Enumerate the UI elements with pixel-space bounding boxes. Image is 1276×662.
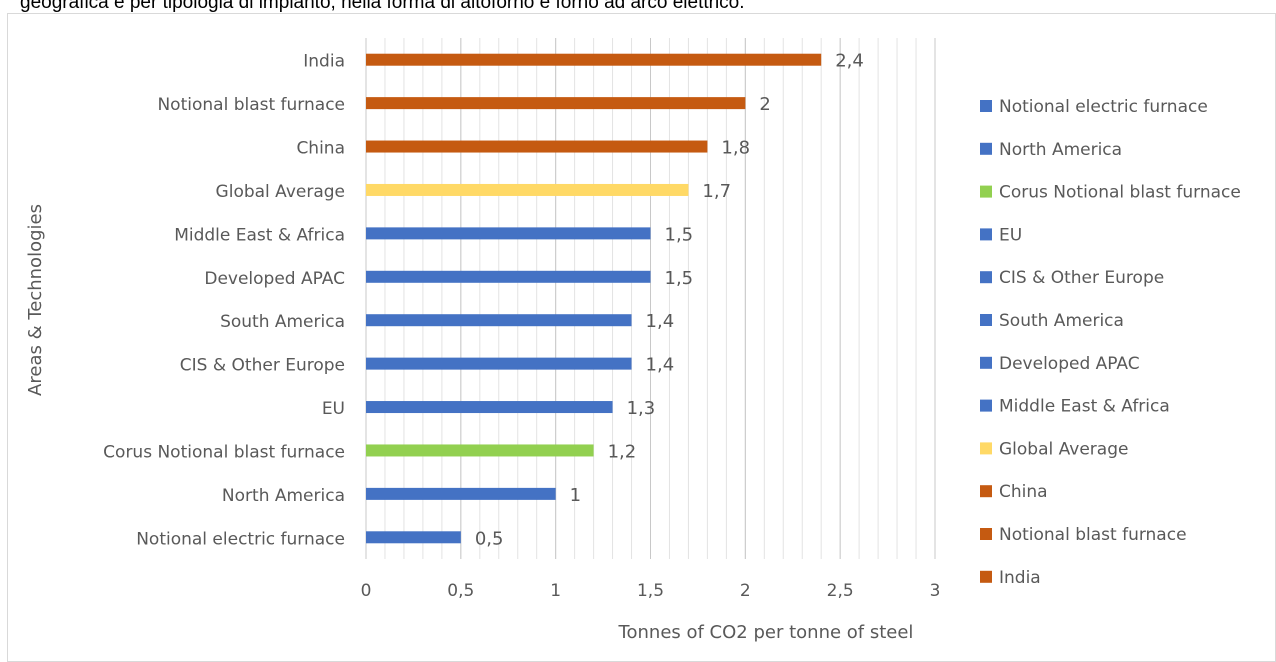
category-label: EU: [322, 399, 345, 419]
legend-swatch: [980, 442, 992, 455]
tick-label: 0: [361, 581, 372, 601]
legend-label: Notional electric furnace: [999, 97, 1208, 117]
tick-label: 3: [930, 581, 941, 601]
data-label: 2,4: [835, 51, 864, 72]
data-labels: 0,5 1 1,2 1,3 1,4 1,4 1,5 1,5 1,7 1,8 2 2,4: [475, 51, 864, 550]
data-label: 1,3: [627, 398, 656, 419]
legend-swatch: [980, 185, 992, 198]
data-label: 2: [759, 94, 770, 115]
legend-label: Notional blast furnace: [999, 525, 1187, 545]
x-axis-title: Tonnes of CO2 per tonne of steel: [618, 622, 914, 643]
y-axis-title: Areas & Technologies: [25, 204, 46, 396]
bar: [366, 444, 594, 457]
data-label: 1,2: [608, 441, 637, 462]
legend: Notional electric furnace North America Co…: [980, 97, 1241, 588]
category-label: China: [296, 139, 345, 159]
bar: [366, 487, 556, 500]
major-gridlines: [365, 38, 936, 559]
legend-swatch: [980, 485, 992, 498]
legend-label: Global Average: [999, 439, 1128, 459]
tick-label: 1,5: [637, 581, 664, 601]
bar: [366, 227, 651, 240]
data-label: 1,7: [702, 181, 731, 202]
tick-label: 2,5: [827, 581, 854, 601]
category-label: Developed APAC: [204, 269, 345, 289]
bar: [366, 140, 708, 153]
category-label: Notional blast furnace: [157, 95, 345, 115]
legend-swatch: [980, 356, 992, 369]
data-label: 1,5: [665, 268, 694, 289]
category-label: India: [303, 52, 345, 72]
data-label: 1: [570, 485, 581, 506]
category-axis-labels: Notional electric furnace North America Co…: [103, 52, 345, 550]
bar: [366, 270, 651, 283]
bar: [366, 97, 746, 110]
bar-series: [366, 53, 822, 544]
bar: [366, 357, 632, 370]
data-label: 0,5: [475, 528, 504, 549]
legend-label: CIS & Other Europe: [999, 268, 1164, 288]
bar: [366, 183, 689, 196]
legend-label: India: [999, 568, 1041, 588]
value-axis-tick-labels: 0 0,5 1 1,5 2 2,5 3: [361, 581, 941, 601]
category-label: CIS & Other Europe: [180, 356, 345, 376]
category-label: North America: [222, 486, 345, 506]
legend-label: Corus Notional blast furnace: [999, 183, 1241, 203]
figure-caption: geografica e per tipologia di impianto, …: [20, 0, 745, 13]
bar: [366, 401, 613, 414]
tick-label: 2: [740, 581, 751, 601]
legend-swatch: [980, 528, 992, 540]
data-label: 1,5: [665, 224, 694, 245]
tick-label: 1: [550, 581, 561, 601]
legend-swatch: [980, 399, 992, 412]
bar: [366, 314, 632, 327]
legend-label: South America: [999, 311, 1124, 331]
legend-swatch: [980, 314, 992, 326]
legend-label: China: [999, 482, 1048, 502]
legend-label: North America: [999, 140, 1122, 160]
bar: [366, 531, 461, 544]
data-label: 1,4: [646, 311, 675, 332]
category-label: South America: [220, 312, 345, 332]
legend-label: Middle East & Africa: [999, 397, 1170, 417]
data-label: 1,4: [646, 355, 675, 376]
data-label: 1,8: [721, 138, 750, 159]
category-label: Corus Notional blast furnace: [103, 442, 345, 462]
tick-label: 0,5: [447, 581, 474, 601]
bar: [366, 53, 822, 66]
category-label: Middle East & Africa: [174, 225, 345, 245]
legend-swatch: [980, 271, 992, 284]
legend-swatch: [980, 570, 992, 583]
category-label: Notional electric furnace: [136, 529, 345, 549]
legend-swatch: [980, 142, 992, 155]
category-label: Global Average: [216, 182, 345, 202]
legend-label: Developed APAC: [999, 354, 1140, 374]
legend-swatch: [980, 100, 992, 112]
legend-swatch: [980, 228, 992, 241]
legend-label: EU: [999, 225, 1022, 245]
